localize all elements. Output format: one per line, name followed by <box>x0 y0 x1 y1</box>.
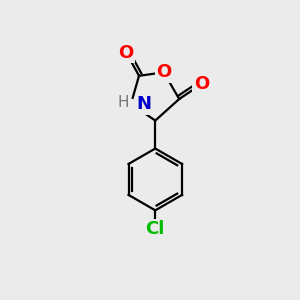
Text: O: O <box>118 44 134 62</box>
Text: O: O <box>194 75 209 93</box>
Text: H: H <box>117 95 128 110</box>
Text: N: N <box>136 95 151 113</box>
Text: O: O <box>156 63 171 81</box>
Text: Cl: Cl <box>146 220 165 238</box>
